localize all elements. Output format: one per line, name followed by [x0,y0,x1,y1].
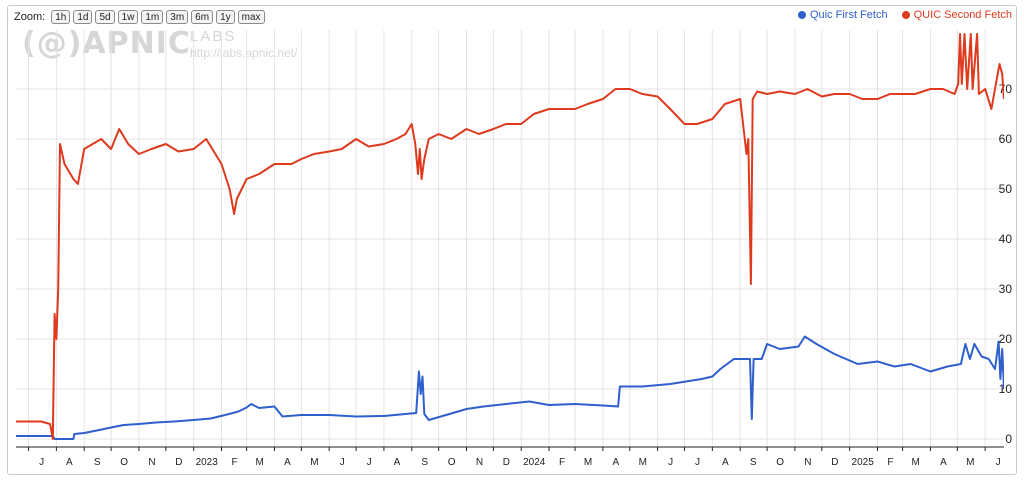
x-tick-label: M [911,457,919,468]
x-tick-label: F [559,457,565,468]
x-tick-label: A [722,457,729,468]
x-tick-label: A [284,457,291,468]
x-tick-label: S [94,457,101,468]
y-tick-label: 10 [999,382,1013,396]
y-tick-label: 30 [999,282,1013,296]
x-tick-label: J [668,457,673,468]
zoom-6m-button[interactable]: 6m [191,10,214,24]
x-tick-label: M [310,457,318,468]
x-tick-label: 2025 [852,457,875,468]
x-tick-label: F [231,457,237,468]
x-tick-label: 2024 [523,457,546,468]
y-tick-label: 20 [999,332,1013,346]
x-tick-label: O [448,457,456,468]
legend-label-first-fetch: Quic First Fetch [809,9,888,21]
x-tick-label: J [367,457,372,468]
x-tick-label: D [175,457,182,468]
series-dot-icon [901,11,910,19]
zoom-max-button[interactable]: max [237,10,265,24]
x-tick-label: D [503,457,510,468]
x-tick-label: O [120,457,128,468]
x-tick-label: A [394,457,401,468]
series-line-second-fetch [16,33,1004,440]
zoom-1h-button[interactable]: 1h [51,10,71,24]
zoom-label: Zoom: [14,11,46,23]
zoom-3m-button[interactable]: 3m [166,10,189,24]
zoom-1d-button[interactable]: 1d [73,10,93,24]
zoom-1y-button[interactable]: 1y [216,10,235,24]
x-tick-label: A [613,457,620,468]
x-tick-label: J [340,457,345,468]
y-tick-label: 50 [999,182,1013,196]
x-tick-label: J [39,457,44,468]
chart-frame [7,5,1017,475]
x-tick-label: D [831,457,838,468]
zoom-bar: Zoom: 1h 1d 5d 1w 1m 3m 6m 1y max [14,9,265,25]
legend-label-second-fetch: QUIC Second Fetch [913,9,1012,21]
x-tick-label: N [476,457,483,468]
legend-item-first-fetch[interactable]: Quic First Fetch [797,9,888,21]
x-tick-label: S [421,457,428,468]
x-tick-label: O [776,457,784,468]
y-tick-label: 70 [999,82,1013,96]
chart-legend: Quic First Fetch QUIC Second Fetch [797,9,1012,21]
x-tick-label: A [66,457,73,468]
x-tick-label: 2023 [196,457,219,468]
y-tick-label: 0 [1005,432,1012,446]
x-tick-label: M [966,457,974,468]
x-tick-label: J [695,457,700,468]
x-tick-label: J [996,457,1001,468]
y-tick-label: 40 [999,232,1013,246]
series-line-first-fetch [16,335,1004,440]
series-dot-icon [797,11,806,19]
x-tick-label: N [148,457,155,468]
y-tick-label: 60 [999,132,1013,146]
x-tick-label: S [750,457,757,468]
x-tick-label: N [804,457,811,468]
x-tick-label: M [255,457,263,468]
zoom-1m-button[interactable]: 1m [141,10,164,24]
legend-item-second-fetch[interactable]: QUIC Second Fetch [901,9,1012,21]
zoom-1w-button[interactable]: 1w [117,10,139,24]
x-tick-label: F [887,457,893,468]
x-tick-label: M [639,457,647,468]
x-tick-label: A [940,457,947,468]
x-tick-label: M [584,457,592,468]
zoom-5d-button[interactable]: 5d [95,10,115,24]
